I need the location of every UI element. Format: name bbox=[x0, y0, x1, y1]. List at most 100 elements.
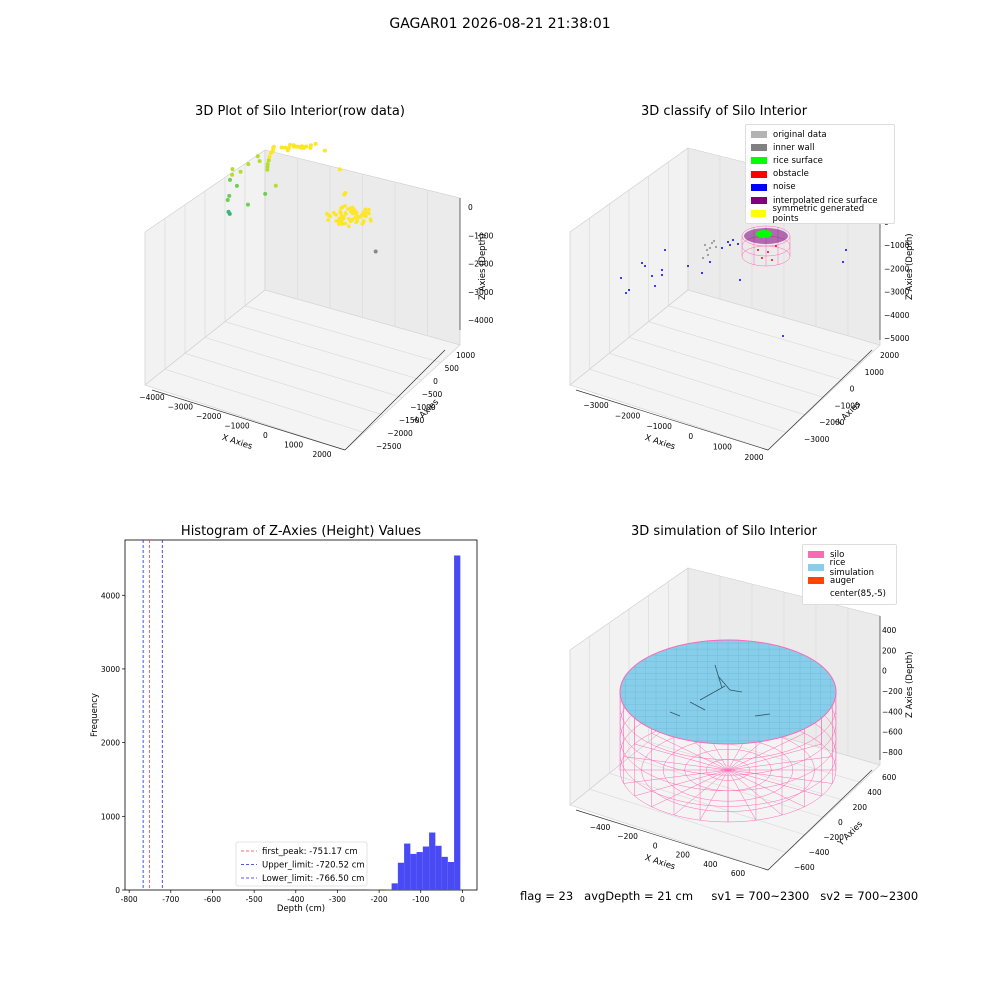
chart2-noise-point bbox=[727, 241, 729, 243]
chart1-y-tick: 1000 bbox=[456, 351, 475, 360]
chart1-point bbox=[279, 145, 284, 150]
chart2-noise-point bbox=[687, 265, 689, 267]
chart1-point bbox=[238, 169, 243, 174]
chart4-z-tick: −600 bbox=[882, 728, 903, 737]
chart1-x-tick: 0 bbox=[263, 431, 268, 440]
chart3-bar bbox=[397, 862, 405, 890]
chart1-point bbox=[308, 145, 313, 150]
chart4-silo-spoke bbox=[727, 769, 822, 797]
chart2-legend-label: original data bbox=[773, 129, 827, 140]
chart4-silo-floor-ring bbox=[706, 759, 750, 781]
chart2-noise-point bbox=[661, 274, 663, 276]
chart1-point bbox=[267, 155, 272, 160]
chart1-point bbox=[361, 210, 366, 215]
chart2-y-tick: 2000 bbox=[880, 351, 899, 360]
chart3-xtick-label: -400 bbox=[287, 895, 304, 904]
chart1-y-tick: −1000 bbox=[410, 403, 436, 412]
chart2-y-tick: −2000 bbox=[819, 418, 845, 427]
chart1-point bbox=[343, 204, 347, 208]
chart3-ytick-label: 2000 bbox=[101, 739, 120, 748]
chart1-point bbox=[343, 221, 348, 226]
chart1-x-tick: −1000 bbox=[224, 422, 250, 431]
chart2-noise-point bbox=[739, 279, 741, 281]
chart2-noise-point bbox=[737, 243, 739, 245]
chart1-x-tick: 1000 bbox=[284, 441, 303, 450]
chart1-point bbox=[354, 210, 359, 215]
chart1-point bbox=[283, 145, 288, 150]
chart2-noise-point bbox=[661, 269, 663, 271]
chart4-silo-floor-ring bbox=[684, 748, 772, 792]
chart3-bar bbox=[404, 843, 411, 890]
chart2-legend-label: interpolated rice surface bbox=[773, 195, 878, 206]
chart2-y-tick: −3000 bbox=[804, 435, 830, 444]
chart2-legend-label: noise bbox=[773, 182, 796, 193]
chart3-bar bbox=[441, 856, 448, 890]
chart4-silo-spoke bbox=[634, 743, 729, 771]
chart2-noise-point bbox=[625, 292, 627, 294]
chart4-silo-spoke bbox=[651, 733, 729, 771]
chart2-legend-swatch bbox=[751, 210, 767, 218]
chart4-silo-spoke bbox=[699, 769, 729, 821]
chart1-point bbox=[373, 249, 378, 254]
chart1-point bbox=[363, 207, 368, 212]
chart2-legend: original data inner wall rice surface obsta… bbox=[745, 124, 895, 225]
chart1-z-tick: 0 bbox=[468, 203, 473, 212]
chart2-wall-point bbox=[714, 245, 718, 249]
chart2-legend-swatch bbox=[751, 157, 767, 165]
chart4-y-tick: 0 bbox=[838, 818, 843, 827]
chart4-auger bbox=[669, 664, 771, 717]
chart1-point bbox=[255, 154, 260, 159]
status-avg-depth: avgDepth = 21 cm bbox=[584, 889, 694, 903]
chart2-z-tick: −4000 bbox=[884, 311, 910, 320]
chart1-y-tick: −1500 bbox=[399, 416, 425, 425]
chart2-y-tick: 1000 bbox=[865, 368, 884, 377]
chart4-x-tick: −400 bbox=[590, 823, 611, 832]
chart3-bar bbox=[410, 853, 417, 890]
chart2-noise-point bbox=[664, 249, 666, 251]
chart1-z-tick: −2000 bbox=[468, 260, 494, 269]
chart4-legend-swatch bbox=[808, 591, 824, 598]
chart2-noise-point bbox=[651, 275, 653, 277]
chart2-x-tick: −1000 bbox=[647, 422, 673, 431]
chart1-point bbox=[334, 219, 338, 223]
figure-title: GAGAR01 2026-08-21 21:38:01 bbox=[389, 16, 611, 32]
chart1-point bbox=[245, 202, 250, 207]
chart1-point bbox=[337, 222, 341, 227]
chart1-y-tick: −500 bbox=[422, 390, 443, 399]
chart4-title: 3D simulation of Silo Interior bbox=[631, 524, 817, 539]
chart2-legend-item: original data bbox=[751, 128, 889, 141]
chart1-point bbox=[348, 219, 353, 224]
chart2-x-tick: 1000 bbox=[713, 443, 732, 452]
chart1-point bbox=[299, 144, 304, 149]
chart4-silo-spoke bbox=[727, 756, 833, 771]
chart4-y-tick: −600 bbox=[794, 863, 815, 872]
chart4-y-tick: −200 bbox=[823, 833, 844, 842]
chart3-bar bbox=[447, 862, 455, 890]
chart1-point bbox=[326, 218, 330, 222]
chart2-legend-label: obstacle bbox=[773, 169, 809, 180]
chart1-point bbox=[367, 211, 371, 216]
chart1-x-tick: −2000 bbox=[196, 412, 222, 421]
chart1-point bbox=[332, 210, 336, 215]
chart1-point bbox=[338, 209, 342, 214]
chart2-legend-swatch bbox=[751, 131, 767, 139]
chart2-noise-point bbox=[644, 265, 646, 267]
chart4-silo-spoke bbox=[673, 769, 729, 816]
chart1-point bbox=[266, 158, 271, 163]
chart3-legend-label: Upper_limit: -720.52 cm bbox=[262, 861, 365, 871]
chart4-silo-spoke bbox=[727, 769, 783, 816]
chart4-silo-spoke bbox=[727, 769, 833, 784]
chart2-noise-point bbox=[729, 244, 731, 246]
chart1-point bbox=[367, 207, 371, 212]
chart2-obstacle-point bbox=[771, 259, 773, 261]
chart3-legend-label: Lower_limit: -766.50 cm bbox=[262, 874, 364, 884]
chart4-z-tick: −400 bbox=[882, 707, 903, 716]
chart2-noise-point bbox=[782, 335, 784, 337]
status-flag: flag = 23 bbox=[520, 889, 574, 903]
chart3-xtick-label: -300 bbox=[329, 895, 346, 904]
chart2-legend-item: rice surface bbox=[751, 154, 889, 167]
chart2-x-tick: −2000 bbox=[615, 411, 641, 420]
chart2-legend-swatch bbox=[751, 183, 767, 191]
chart1-point bbox=[337, 219, 341, 223]
